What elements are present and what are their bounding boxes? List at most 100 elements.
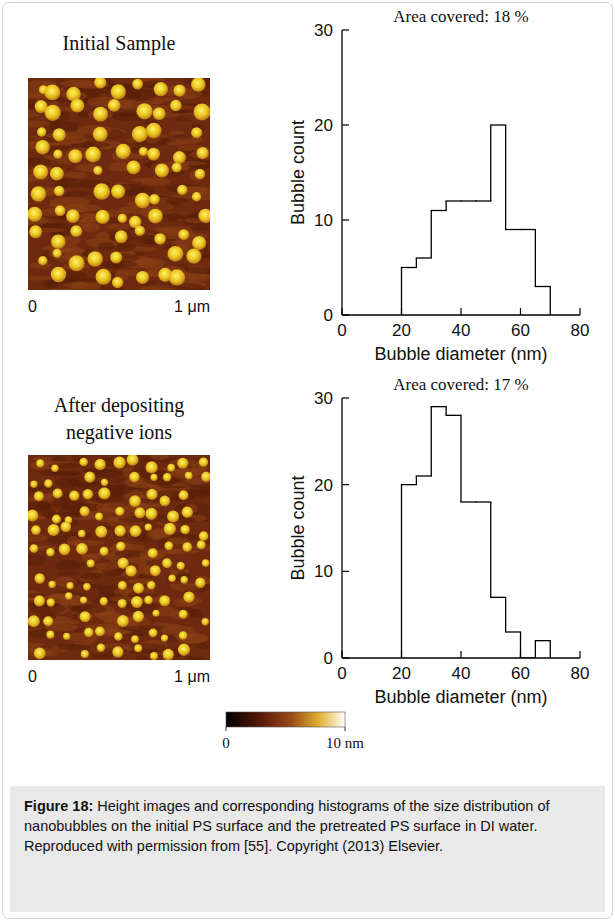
nanobubble bbox=[95, 513, 103, 521]
nanobubble bbox=[185, 472, 193, 480]
nanobubble bbox=[80, 506, 90, 516]
nanobubble bbox=[163, 473, 171, 481]
nanobubble bbox=[112, 277, 123, 288]
histogram-bar bbox=[402, 267, 417, 268]
step-riser bbox=[445, 407, 446, 416]
nanobubble bbox=[197, 540, 206, 549]
nanobubble bbox=[34, 648, 46, 660]
nanobubble bbox=[37, 127, 46, 136]
image-texture bbox=[37, 501, 52, 510]
x-tick-label: 40 bbox=[452, 664, 471, 683]
nanobubble bbox=[80, 596, 87, 603]
nanobubble bbox=[197, 147, 209, 159]
afm-image bbox=[28, 78, 210, 290]
histogram-bar bbox=[506, 631, 521, 632]
image-texture bbox=[63, 282, 88, 288]
y-axis-line bbox=[341, 398, 342, 658]
nanobubble bbox=[163, 649, 174, 660]
nanobubble bbox=[55, 205, 66, 216]
nanobubble bbox=[183, 591, 194, 602]
image-texture bbox=[57, 571, 78, 575]
nanobubble bbox=[133, 611, 144, 622]
x-axis-title: Bubble diameter (nm) bbox=[374, 687, 547, 707]
nanobubble bbox=[66, 209, 80, 223]
nanobubble bbox=[33, 164, 48, 179]
histogram-bar bbox=[535, 286, 550, 287]
chart-title: Area covered: 17 % bbox=[393, 375, 528, 394]
nanobubble bbox=[47, 598, 55, 606]
nanobubble bbox=[31, 186, 46, 201]
image-texture bbox=[171, 610, 190, 620]
y-tick bbox=[342, 219, 349, 220]
nanobubble bbox=[36, 459, 44, 467]
nanobubble bbox=[177, 185, 187, 195]
image-texture bbox=[174, 134, 193, 139]
histogram-bar bbox=[535, 640, 550, 641]
x-tick bbox=[460, 308, 461, 315]
caption: Figure 18: Height images and correspondi… bbox=[10, 786, 605, 912]
nanobubble bbox=[148, 209, 163, 224]
nanobubble bbox=[170, 100, 182, 112]
histogram-bar bbox=[446, 200, 461, 201]
nanobubble bbox=[95, 269, 111, 285]
nanobubble bbox=[100, 547, 109, 556]
nanobubble bbox=[182, 542, 192, 552]
nanobubble bbox=[172, 163, 182, 173]
nanobubble bbox=[178, 644, 190, 656]
x-tick-label: 60 bbox=[511, 664, 530, 683]
nanobubble bbox=[115, 230, 128, 243]
y-tick-label: 10 bbox=[314, 211, 333, 230]
x-axis-title: Bubble diameter (nm) bbox=[374, 344, 547, 364]
image-texture bbox=[171, 482, 187, 486]
histogram: 0102030020406080Area covered: 17 %Bubble… bbox=[288, 375, 589, 707]
nanobubble bbox=[195, 169, 206, 180]
title-line: After depositing bbox=[54, 394, 185, 417]
image-texture bbox=[114, 542, 132, 551]
y-tick bbox=[342, 124, 349, 125]
y-tick bbox=[342, 571, 349, 572]
nanobubble bbox=[51, 234, 65, 248]
image-texture bbox=[190, 609, 204, 618]
nanobubble bbox=[118, 599, 127, 608]
nanobubble bbox=[51, 464, 58, 471]
nanobubble bbox=[134, 644, 142, 652]
nanobubble bbox=[159, 496, 170, 507]
nanobubble bbox=[132, 126, 148, 142]
nanobubble bbox=[148, 548, 158, 558]
y-tick bbox=[342, 29, 349, 30]
step-riser bbox=[535, 230, 536, 287]
nanobubble bbox=[53, 488, 63, 498]
nanobubble bbox=[113, 456, 125, 468]
x-tick-label: 80 bbox=[571, 321, 590, 340]
step-riser bbox=[416, 476, 417, 485]
figure-frame bbox=[3, 3, 613, 919]
image-texture bbox=[118, 517, 148, 522]
colorbar bbox=[226, 712, 345, 727]
nanobubble bbox=[87, 251, 103, 267]
nanobubble bbox=[93, 127, 108, 142]
nanobubble bbox=[76, 543, 88, 555]
nanobubble bbox=[95, 526, 107, 538]
x-tick-label: 80 bbox=[571, 664, 590, 683]
histogram-bar bbox=[491, 597, 506, 598]
x-tick bbox=[579, 308, 580, 315]
histogram-bar bbox=[521, 229, 536, 230]
image-texture bbox=[179, 657, 209, 660]
nanobubble bbox=[63, 633, 70, 640]
nanobubble bbox=[164, 541, 173, 550]
nanobubble bbox=[192, 192, 201, 201]
nanobubble bbox=[127, 160, 141, 174]
nanobubble bbox=[34, 491, 44, 501]
image-texture bbox=[140, 549, 166, 560]
y-tick bbox=[342, 314, 349, 315]
nanobubble bbox=[191, 78, 206, 92]
nanobubble bbox=[34, 595, 45, 606]
histogram-bar bbox=[506, 229, 521, 230]
nanobubble bbox=[48, 524, 60, 536]
nanobubble bbox=[59, 544, 71, 556]
nanobubble bbox=[198, 209, 210, 223]
scale-label: 1 μm bbox=[174, 298, 210, 315]
step-riser bbox=[460, 415, 461, 502]
nanobubble bbox=[127, 455, 139, 466]
image-texture bbox=[28, 137, 38, 142]
